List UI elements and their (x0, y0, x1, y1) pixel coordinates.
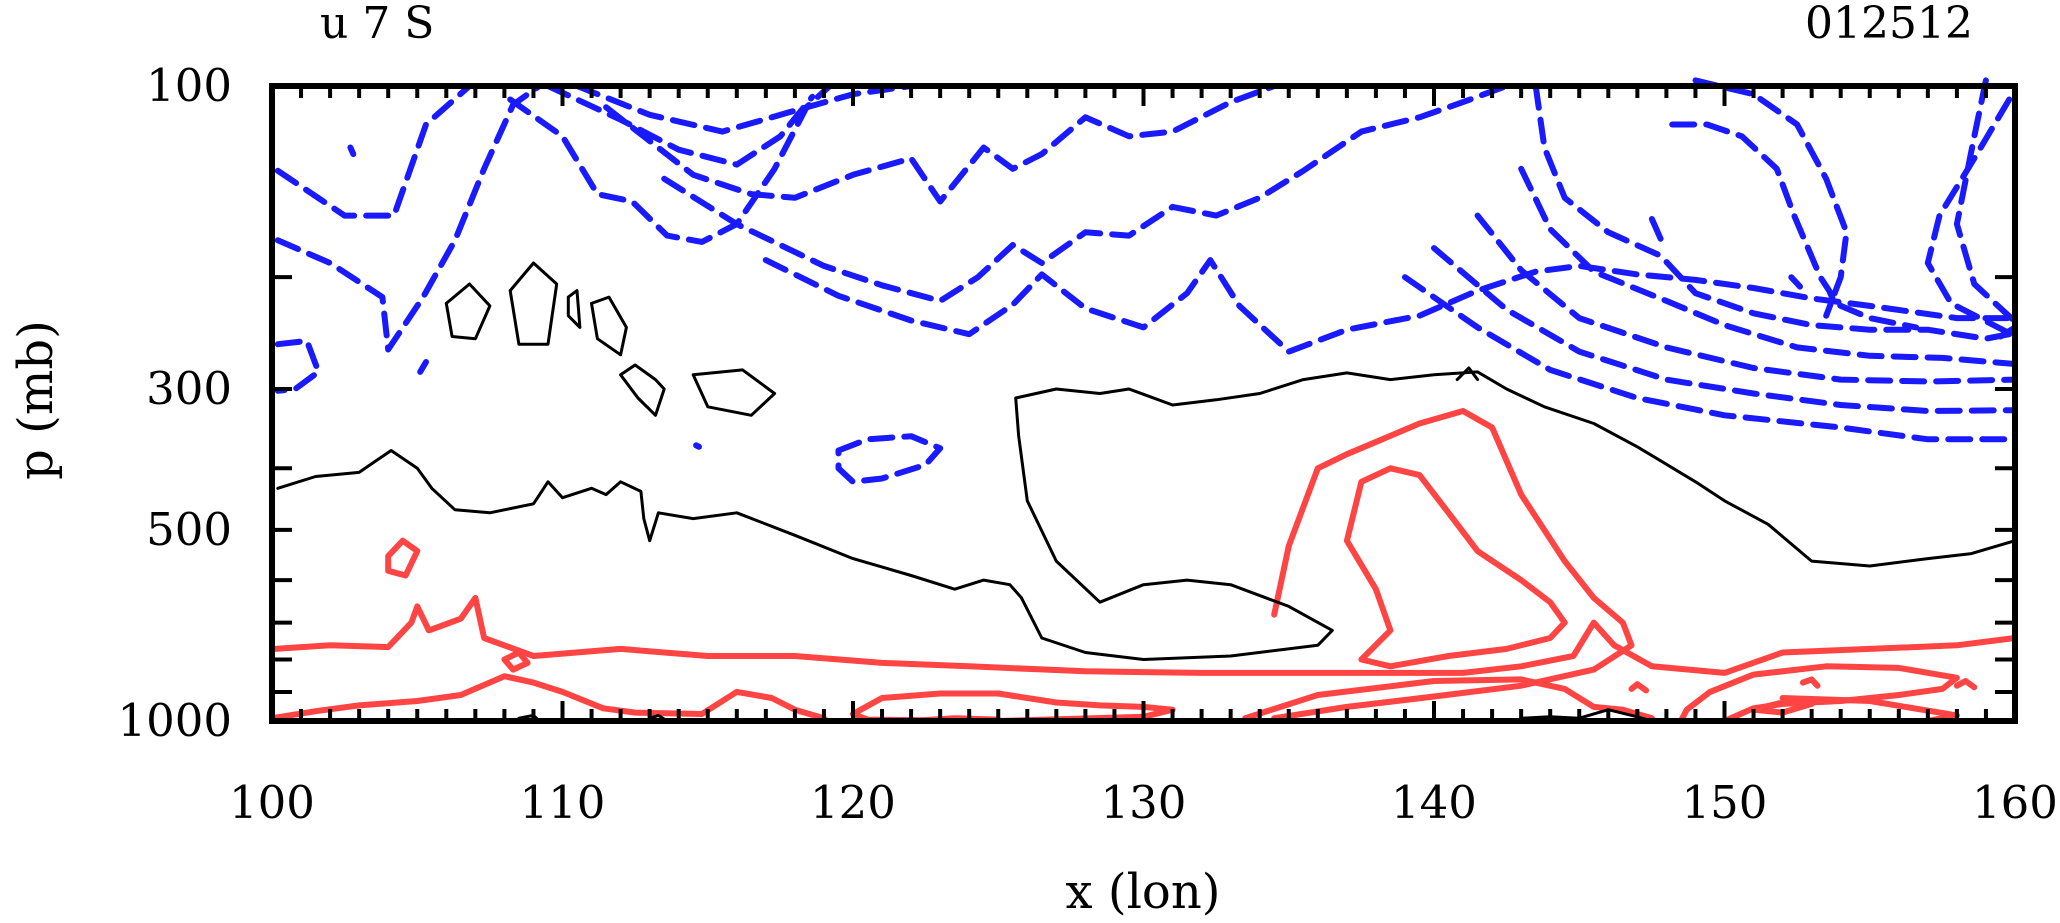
x-tick-labels: 100 110 120 130 140 150 160 (229, 776, 2058, 829)
negative-dashed-contour-0 (274, 83, 473, 219)
x-tick-label-140: 140 (1391, 776, 1477, 829)
zero-solid-contour-5 (619, 363, 666, 417)
negative-dashed-contour-14 (1402, 274, 2018, 443)
y-tick-label-300: 300 (146, 362, 232, 415)
contour-lines (269, 77, 2018, 724)
axis-ticks (270, 84, 2017, 723)
zero-solid-contour-1 (444, 282, 492, 341)
positive-solid-contour-3 (1242, 676, 1655, 722)
plot-frame (269, 83, 2018, 724)
negative-dashed-contour-8 (661, 83, 1510, 304)
chart-title-left: u 7 S (320, 0, 434, 49)
negative-dashed-contour-20 (835, 433, 944, 485)
positive-solid-contour-5 (1343, 465, 1568, 670)
negative-dashed-contour-6 (574, 83, 915, 135)
positive-solid-contour-12 (1953, 678, 1978, 691)
y-tick-labels: 100 300 500 1000 (117, 59, 232, 747)
y-tick-label-100: 100 (146, 59, 232, 112)
positive-solid-contour-1 (269, 673, 827, 722)
negative-dashed-contour-21 (1648, 216, 1664, 242)
chart-title-right: 012512 (1805, 0, 1973, 49)
y-tick-label-1000: 1000 (117, 694, 232, 747)
negative-dashed-contour-11 (1518, 165, 2018, 367)
positive-solid-contour-10 (1628, 681, 1650, 694)
zero-solid-contour-2 (508, 261, 559, 346)
negative-dashed-contour-22 (1788, 274, 1803, 290)
negative-dashed-contour-17 (1692, 77, 1850, 319)
x-tick-label-150: 150 (1682, 776, 1768, 829)
negative-dashed-contour-9 (762, 257, 2018, 355)
negative-dashed-contour-15 (1669, 121, 1920, 331)
x-tick-label-110: 110 (520, 776, 606, 829)
zero-solid-contour-4 (590, 295, 628, 357)
zero-solid-contour-0 (276, 370, 2017, 661)
positive-solid-contour-0 (271, 594, 2018, 676)
x-tick-label-120: 120 (810, 776, 896, 829)
x-tick-label-160: 160 (1972, 776, 2058, 829)
zero-solid-contour-6 (691, 368, 777, 417)
x-tick-label-100: 100 (229, 776, 315, 829)
negative-dashed-contour-18 (1953, 77, 2018, 325)
negative-dashed-contour-5 (545, 83, 816, 168)
x-axis-label: x (lon) (1066, 864, 1221, 920)
y-axis-label: p (mb) (8, 320, 64, 480)
negative-dashed-contour-4 (507, 83, 833, 245)
zero-solid-contour-7 (1455, 366, 1480, 382)
zero-solid-contour-10 (1519, 708, 1654, 723)
negative-dashed-contour-16 (1924, 96, 2013, 337)
positive-solid-contour-2 (850, 690, 1176, 724)
negative-dashed-contour-1 (274, 83, 543, 353)
negative-dashed-contour-10 (1532, 83, 2018, 342)
positive-solid-contour-11 (1799, 676, 1821, 689)
y-tick-label-500: 500 (146, 503, 232, 556)
negative-dashed-contour-23 (347, 144, 357, 158)
negative-dashed-contour-13 (1431, 245, 2018, 414)
negative-dashed-contour-12 (1474, 212, 2018, 385)
negative-dashed-contour-3 (417, 359, 429, 375)
positive-solid-contour-7 (1750, 699, 1815, 716)
positive-solid-contour-8 (385, 537, 421, 579)
negative-dashed-contour-2 (274, 337, 322, 394)
negative-dashed-contour-7 (603, 83, 1278, 205)
positive-solid-contour-4 (1271, 408, 1635, 722)
negative-dashed-contour-24 (693, 442, 702, 450)
x-tick-label-130: 130 (1101, 776, 1187, 829)
positive-solid-contour-9 (501, 649, 531, 673)
zero-solid-contour-3 (566, 289, 582, 329)
